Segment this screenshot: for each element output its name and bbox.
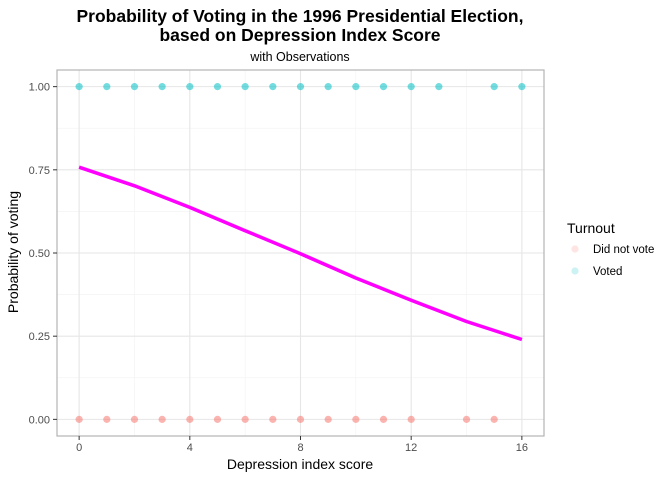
x-axis-ticks: 0 4 8 12 16 <box>76 436 528 454</box>
y-axis-ticks: 0.00 0.25 0.50 0.75 1.00 <box>29 82 57 426</box>
y-tick-label: 0.50 <box>29 248 50 260</box>
x-tick-label: 0 <box>76 442 82 454</box>
chart-title-line1: Probability of Voting in the 1996 Presid… <box>77 6 524 26</box>
fitted-curve <box>78 165 523 342</box>
legend: Turnout Did not vote Voted <box>567 220 654 278</box>
point-did-not-vote <box>103 415 111 423</box>
point-voted <box>352 83 360 91</box>
y-axis-title: Probability of voting <box>5 191 21 313</box>
x-axis-title: Depression index score <box>227 456 374 472</box>
point-voted <box>296 83 305 91</box>
point-voted <box>407 83 415 91</box>
y-tick-label: 0.75 <box>29 165 50 177</box>
point-voted <box>518 83 526 91</box>
legend-key-did-not-vote <box>571 245 579 253</box>
y-tick-label: 1.00 <box>29 82 50 94</box>
point-did-not-vote <box>490 415 498 423</box>
point-did-not-vote <box>75 415 83 423</box>
legend-items: Did not vote Voted <box>571 244 654 278</box>
x-tick-label: 16 <box>516 442 528 454</box>
point-voted <box>435 83 443 91</box>
legend-label-voted: Voted <box>593 266 622 278</box>
legend-title: Turnout <box>567 220 615 236</box>
point-did-not-vote <box>352 415 360 423</box>
point-did-not-vote <box>158 415 166 423</box>
chart-title-line2: based on Depression Index Score <box>159 25 440 45</box>
x-tick-label: 12 <box>405 442 417 454</box>
point-voted <box>213 83 222 91</box>
legend-label-did-not-vote: Did not vote <box>593 244 654 256</box>
point-voted <box>241 83 249 91</box>
point-did-not-vote <box>296 415 305 423</box>
point-voted <box>103 83 111 91</box>
point-did-not-vote <box>324 415 332 423</box>
point-did-not-vote <box>269 415 277 423</box>
point-voted <box>324 83 332 91</box>
point-voted <box>379 83 388 91</box>
point-did-not-vote <box>462 415 471 423</box>
y-tick-label: 0.25 <box>29 331 50 343</box>
point-voted <box>130 83 139 91</box>
y-tick-label: 0.00 <box>29 414 50 426</box>
x-tick-label: 4 <box>187 442 193 454</box>
point-voted <box>269 83 277 91</box>
fitted-curve-layer <box>78 165 523 342</box>
point-voted <box>75 83 83 91</box>
chart-subtitle: with Observations <box>249 50 349 64</box>
point-did-not-vote <box>186 415 194 423</box>
point-did-not-vote <box>241 415 249 423</box>
point-did-not-vote <box>213 415 222 423</box>
point-voted <box>186 83 194 91</box>
x-tick-label: 8 <box>297 442 303 454</box>
point-did-not-vote <box>130 415 139 423</box>
point-did-not-vote <box>379 415 388 423</box>
legend-key-voted <box>571 267 579 275</box>
point-voted <box>158 83 166 91</box>
point-voted <box>490 83 498 91</box>
points-layer <box>75 83 526 423</box>
point-did-not-vote <box>407 415 415 423</box>
